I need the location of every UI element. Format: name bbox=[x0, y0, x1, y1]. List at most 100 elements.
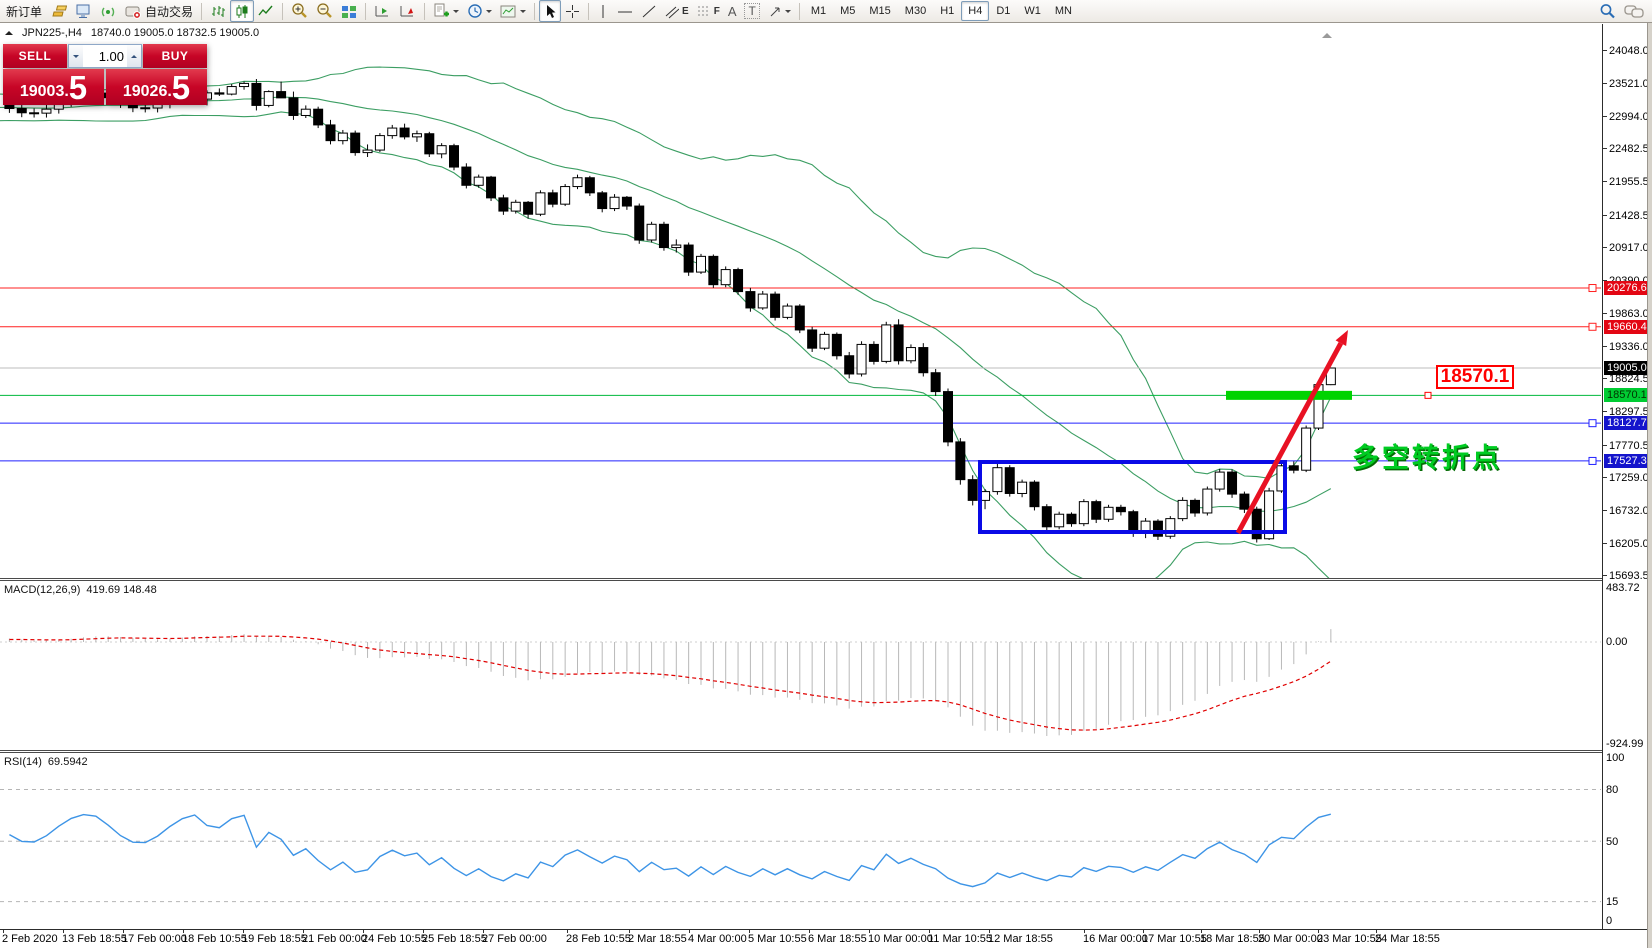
volume-increase-button[interactable] bbox=[127, 45, 141, 67]
timeframe-MN[interactable]: MN bbox=[1054, 5, 1072, 17]
fibonacci-glyph: F bbox=[713, 5, 720, 17]
timeframe-bar: M1 M5 M15 M30 H1 H4 D1 W1 MN bbox=[804, 1, 1079, 21]
crosshair-tool-button[interactable] bbox=[561, 0, 584, 22]
templates-button[interactable] bbox=[496, 0, 530, 22]
axis-tick: 16205.0 bbox=[1603, 537, 1649, 550]
terminal-button[interactable] bbox=[71, 0, 96, 22]
cursor-icon bbox=[547, 4, 556, 18]
timeframe-M30[interactable]: M30 bbox=[904, 5, 927, 17]
gold-bricks-icon bbox=[52, 5, 68, 16]
chart-shift-button[interactable] bbox=[395, 0, 420, 22]
time-label: 24 Feb 10:55 bbox=[362, 933, 427, 945]
sell-button[interactable]: SELL bbox=[3, 44, 67, 68]
bollinger-band-m[interactable] bbox=[0, 96, 1332, 512]
time-axis[interactable]: 2 Feb 2020 13 Feb 18:55 17 Feb 00:00 18 Feb… bbox=[0, 929, 1647, 948]
bar-chart-icon bbox=[212, 5, 226, 17]
toolbar: 新订单 自动交易 bbox=[0, 0, 1652, 23]
time-tick bbox=[809, 930, 810, 933]
rsi-value: 69.5942 bbox=[47, 756, 88, 768]
time-label: 12 Mar 18:55 bbox=[988, 933, 1053, 945]
chat-button[interactable] bbox=[1620, 0, 1648, 22]
periods-button[interactable] bbox=[463, 0, 496, 22]
sell-price[interactable]: 19003. 5 bbox=[3, 69, 104, 105]
annotation-text-note[interactable]: 多空转折点 bbox=[1352, 443, 1502, 473]
search-button[interactable] bbox=[1595, 0, 1620, 22]
annotation-trend-arrowhead[interactable] bbox=[1335, 330, 1348, 347]
hline-anchor[interactable] bbox=[1588, 284, 1597, 293]
hline-anchor[interactable] bbox=[1588, 456, 1597, 465]
equidistant-channel-tool[interactable]: E bbox=[661, 0, 693, 22]
volume-decrease-button[interactable] bbox=[69, 45, 83, 67]
trendline-tool[interactable] bbox=[637, 0, 661, 22]
timeframe-M1[interactable]: M1 bbox=[810, 5, 827, 17]
zoom-out-button[interactable] bbox=[312, 0, 337, 22]
pane-splitter[interactable] bbox=[0, 750, 1647, 753]
annotation-anchor[interactable] bbox=[1424, 391, 1432, 399]
text-label-tool[interactable]: T bbox=[740, 0, 763, 22]
fibonacci-tool[interactable]: F bbox=[693, 0, 724, 22]
vertical-line-tool[interactable] bbox=[593, 0, 613, 22]
hline-anchor[interactable] bbox=[1588, 419, 1597, 428]
time-label: 28 Feb 10:55 bbox=[566, 933, 631, 945]
timeframe-D1[interactable]: D1 bbox=[996, 5, 1011, 17]
auto-scroll-button[interactable] bbox=[370, 0, 395, 22]
time-label: 25 Feb 18:55 bbox=[422, 933, 487, 945]
axis-tick: 22482.5 bbox=[1603, 142, 1649, 155]
new-order-button[interactable]: 新订单 bbox=[2, 0, 46, 22]
time-label: 21 Feb 00:00 bbox=[302, 933, 367, 945]
zoom-out-icon bbox=[317, 3, 332, 18]
time-tick bbox=[183, 930, 184, 933]
bollinger-band-l[interactable] bbox=[0, 111, 1331, 579]
timeframe-M5[interactable]: M5 bbox=[840, 5, 856, 17]
tile-windows-button[interactable] bbox=[337, 0, 361, 22]
macd-pane-canvas[interactable] bbox=[0, 581, 1602, 751]
hline-anchor[interactable] bbox=[1588, 322, 1597, 331]
text-tool-glyph: A bbox=[727, 3, 737, 19]
buy-price-pips: 5 bbox=[171, 69, 191, 106]
text-tool[interactable]: A bbox=[724, 0, 741, 22]
arrows-tool[interactable] bbox=[764, 0, 795, 22]
annotation-consolidation-box[interactable] bbox=[978, 460, 1287, 534]
buy-button[interactable]: BUY bbox=[143, 44, 207, 68]
timeframe-H4[interactable]: H4 bbox=[961, 1, 990, 21]
axis-tick: 19336.0 bbox=[1603, 340, 1649, 353]
rsi-axis-label: 80 bbox=[1606, 784, 1619, 796]
symbol-expand-icon[interactable] bbox=[5, 27, 13, 35]
tile-windows-icon bbox=[342, 5, 357, 18]
autotrading-button[interactable]: 自动交易 bbox=[121, 0, 197, 22]
annotation-highlight-bar[interactable] bbox=[1226, 390, 1352, 400]
price-axis[interactable]: 24048.0 23521.0 22994.0 22482.5 21955.5 21428… bbox=[1602, 24, 1649, 929]
bollinger-band-u[interactable] bbox=[0, 66, 1332, 479]
window-gutter bbox=[1647, 23, 1652, 948]
horizontal-line-tool[interactable] bbox=[613, 0, 637, 22]
annotation-trend-arrow[interactable] bbox=[1235, 341, 1344, 535]
bar-chart-button[interactable] bbox=[206, 0, 230, 22]
main-chart-canvas[interactable] bbox=[0, 0, 1602, 579]
autotrading-label: 自动交易 bbox=[145, 4, 194, 19]
rsi-pane-canvas[interactable] bbox=[0, 753, 1602, 929]
cursor-tool-button[interactable] bbox=[539, 0, 562, 22]
axis-tick: 18824.5 bbox=[1603, 372, 1649, 385]
macd-signal-line bbox=[9, 635, 1332, 731]
toolbar-separator bbox=[282, 2, 284, 20]
time-label: 2 Mar 18:55 bbox=[628, 933, 687, 945]
zoom-in-icon bbox=[292, 3, 307, 18]
candlestick-chart-button[interactable] bbox=[230, 0, 255, 22]
indicators-button[interactable] bbox=[429, 0, 463, 22]
volume-stepper[interactable]: 1.00 bbox=[68, 44, 142, 68]
zoom-in-button[interactable] bbox=[287, 0, 312, 22]
buy-price[interactable]: 19026. 5 bbox=[106, 69, 207, 105]
macd-values: 419.69 148.48 bbox=[86, 584, 157, 596]
timeframe-H1[interactable]: H1 bbox=[940, 5, 955, 17]
pane-splitter[interactable] bbox=[0, 578, 1647, 581]
gold-icon[interactable] bbox=[46, 0, 71, 22]
axis-tick: 16732.0 bbox=[1603, 504, 1649, 517]
timeframe-M15[interactable]: M15 bbox=[869, 5, 891, 17]
signal-button[interactable] bbox=[96, 0, 121, 22]
volume-value[interactable]: 1.00 bbox=[98, 48, 124, 64]
annotation-price-callout[interactable]: 18570.1 bbox=[1436, 365, 1514, 389]
time-tick bbox=[483, 930, 484, 933]
line-chart-button[interactable] bbox=[254, 0, 278, 22]
timeframe-W1[interactable]: W1 bbox=[1024, 5, 1041, 17]
